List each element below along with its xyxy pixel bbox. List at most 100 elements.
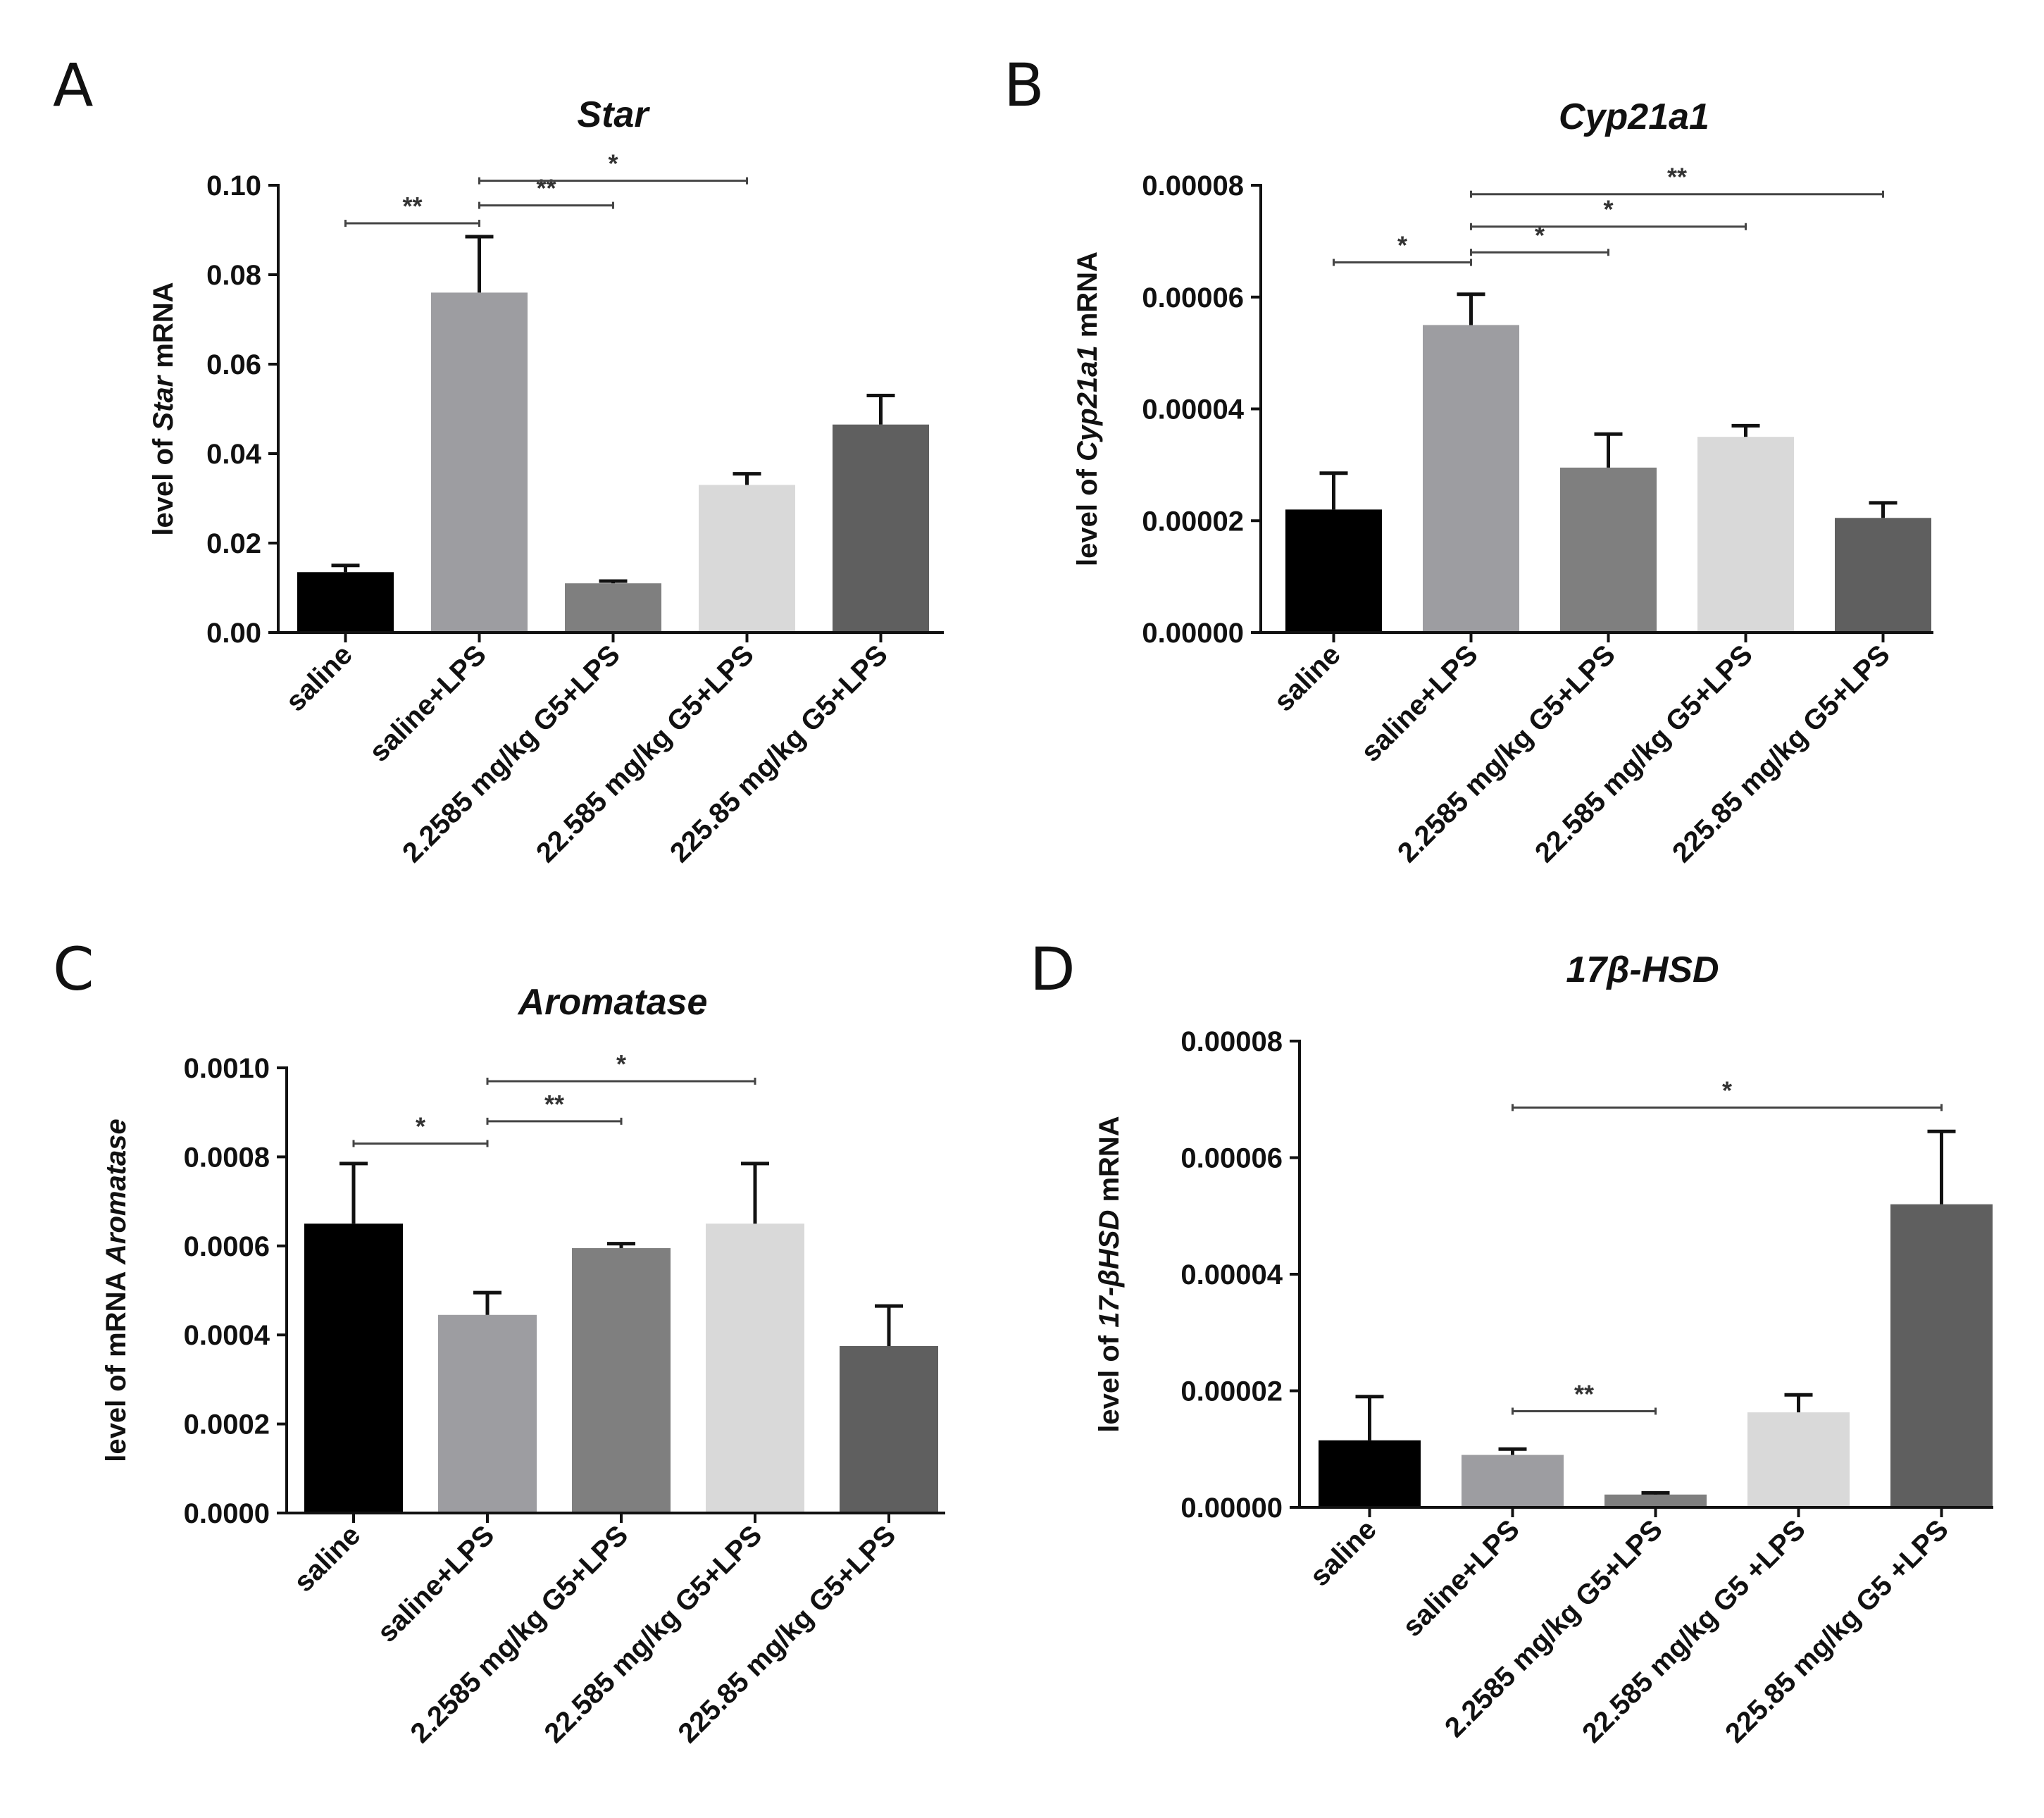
panel-d-category-label: saline+LPS bbox=[1397, 1514, 1526, 1643]
panel-b-significance-label: * bbox=[1603, 195, 1613, 224]
panel-b-significance-label: * bbox=[1397, 231, 1407, 260]
panel-d-bar-1 bbox=[1319, 1440, 1421, 1507]
panel-c-bar-3 bbox=[572, 1247, 671, 1513]
panel-c-letter: C bbox=[53, 935, 94, 1004]
panel-c-ytick-label: 0.0006 bbox=[184, 1231, 270, 1262]
panel-b-ytick-label: 0.00000 bbox=[1142, 618, 1244, 649]
panel-d-significance-label: ** bbox=[1574, 1379, 1594, 1408]
panel-b-bar-4 bbox=[1697, 437, 1794, 633]
panel-c-bar-4 bbox=[706, 1224, 804, 1513]
panel-b-significance-label: ** bbox=[1667, 163, 1687, 192]
panel-c-ytick-label: 0.0004 bbox=[184, 1320, 270, 1351]
panel-d-significance-label: * bbox=[1722, 1076, 1732, 1104]
panel-b-category-label: 22.585 mg/kg G5+LPS bbox=[1529, 639, 1759, 868]
ylabel-part-0: level of bbox=[1072, 461, 1103, 566]
ylabel-part-1: Cyp21a1 bbox=[1072, 345, 1103, 461]
panel-b-category-label: saline bbox=[1269, 639, 1347, 717]
panel-c-ytick-label: 0.0002 bbox=[184, 1409, 270, 1440]
panel-b-ylabel: level of Cyp21a1 mRNA bbox=[1072, 251, 1103, 566]
panel-d-bar-4 bbox=[1747, 1412, 1850, 1507]
panel-b-category-label: 2.2585 mg/kg G5+LPS bbox=[1392, 639, 1621, 868]
panel-c-significance-label: ** bbox=[544, 1090, 564, 1119]
panel-d-category-label: saline bbox=[1304, 1514, 1383, 1592]
panel-c-category-label: 22.585 mg/kg G5+LPS bbox=[538, 1519, 768, 1749]
panel-a-ytick-label: 0.02 bbox=[206, 528, 261, 559]
panel-a-bar-1 bbox=[297, 572, 394, 633]
panel-b-ytick-label: 0.00008 bbox=[1142, 170, 1244, 201]
panel-b-category-label: 225.85 mg/kg G5+LPS bbox=[1666, 639, 1896, 868]
panel-a-category-label: saline+LPS bbox=[363, 639, 492, 768]
ylabel-part-1: Aromatase bbox=[101, 1119, 132, 1265]
panel-c-ylabel: level of mRNA Aromatase bbox=[101, 1119, 132, 1462]
panel-b-significance-label: * bbox=[1535, 220, 1545, 249]
panel-c-significance-label: * bbox=[416, 1112, 425, 1140]
panel-c-ytick-label: 0.0000 bbox=[184, 1498, 270, 1529]
panel-a-category-label: 225.85 mg/kg G5+LPS bbox=[664, 639, 894, 868]
ylabel-part-2: mRNA bbox=[1072, 251, 1103, 345]
panel-a-category-label: 22.585 mg/kg G5+LPS bbox=[530, 639, 760, 868]
ylabel-part-2: mRNA bbox=[148, 282, 179, 375]
panel-d-ylabel: level of 17-βHSD mRNA bbox=[1094, 1116, 1125, 1432]
panel-b-bar-1 bbox=[1285, 509, 1382, 633]
panel-a-letter: A bbox=[53, 51, 93, 120]
panel-a-category-label: saline bbox=[280, 639, 359, 717]
panel-a-significance-label: ** bbox=[536, 174, 556, 203]
panel-b-ytick-label: 0.00006 bbox=[1142, 282, 1244, 313]
panel-a-ytick-label: 0.00 bbox=[206, 618, 261, 649]
panel-c-ytick-label: 0.0008 bbox=[184, 1142, 270, 1173]
panel-c-ytick-label: 0.0010 bbox=[184, 1053, 270, 1084]
panel-d-ytick-label: 0.00006 bbox=[1180, 1143, 1283, 1174]
panel-a-title: Star bbox=[577, 94, 650, 135]
panel-a-bar-2 bbox=[431, 292, 528, 633]
panel-c-significance-label: * bbox=[616, 1050, 626, 1078]
panel-b-category-label: saline+LPS bbox=[1355, 639, 1484, 768]
ylabel-part-1: 17-βHSD bbox=[1094, 1210, 1125, 1328]
panel-d-ytick-label: 0.00004 bbox=[1180, 1259, 1283, 1290]
panel-d-bar-2 bbox=[1462, 1455, 1564, 1507]
panel-d-bar-3 bbox=[1604, 1494, 1707, 1507]
panel-a-ytick-label: 0.04 bbox=[206, 439, 262, 470]
panel-b-ytick-label: 0.00004 bbox=[1142, 394, 1244, 425]
panel-c-category-label: saline+LPS bbox=[372, 1519, 501, 1648]
panel-c-bar-5 bbox=[840, 1346, 938, 1513]
panel-a-ytick-label: 0.06 bbox=[206, 349, 261, 380]
panel-a-ylabel: level of Star mRNA bbox=[148, 282, 179, 535]
panel-b-bar-2 bbox=[1423, 325, 1519, 633]
ylabel-part-1: Star bbox=[148, 374, 179, 430]
panel-a-bar-5 bbox=[833, 424, 929, 633]
panel-a-bar-3 bbox=[565, 583, 661, 633]
panel-a-significance-label: * bbox=[608, 149, 618, 178]
panel-d-ytick-label: 0.00002 bbox=[1180, 1376, 1283, 1407]
panel-c-bar-2 bbox=[438, 1314, 537, 1513]
panel-b-bar-3 bbox=[1560, 467, 1657, 633]
panel-d-letter: D bbox=[1030, 935, 1076, 1004]
panel-a-ytick-label: 0.08 bbox=[206, 260, 261, 291]
ylabel-part-0: level of bbox=[1094, 1328, 1125, 1433]
panel-d: D 17β-HSD level of 17-βHSD mRNA 0.00000 0.00… bbox=[1030, 935, 1993, 1749]
panel-b-bar-5 bbox=[1835, 518, 1931, 633]
panel-b-letter: B bbox=[1004, 51, 1045, 120]
panel-d-ytick-label: 0.00008 bbox=[1180, 1026, 1283, 1057]
ylabel-part-2: mRNA bbox=[1094, 1116, 1125, 1209]
panel-d-bar-5 bbox=[1890, 1204, 1993, 1507]
panel-a-category-label: 2.2585 mg/kg G5+LPS bbox=[397, 639, 626, 868]
panel-c-category-label: saline bbox=[288, 1519, 366, 1598]
ylabel-part-0: level of bbox=[148, 431, 179, 536]
panel-b-title: Cyp21a1 bbox=[1559, 96, 1709, 137]
ylabel-part-0: level of mRNA bbox=[101, 1264, 132, 1462]
panel-a-ytick-label: 0.10 bbox=[206, 170, 261, 201]
panel-c-category-label: 225.85 mg/kg G5+LPS bbox=[672, 1519, 902, 1749]
panel-a-significance-label: ** bbox=[402, 192, 422, 220]
panel-d-ytick-label: 0.00000 bbox=[1180, 1493, 1283, 1524]
panel-c-category-label: 2.2585 mg/kg G5+LPS bbox=[404, 1519, 634, 1749]
panel-a-bar-4 bbox=[699, 485, 795, 633]
panel-c-title: Aromatase bbox=[517, 982, 708, 1023]
panel-d-title: 17β-HSD bbox=[1566, 950, 1719, 990]
panel-c-bar-1 bbox=[304, 1224, 403, 1513]
panel-b-ytick-label: 0.00002 bbox=[1142, 506, 1244, 537]
